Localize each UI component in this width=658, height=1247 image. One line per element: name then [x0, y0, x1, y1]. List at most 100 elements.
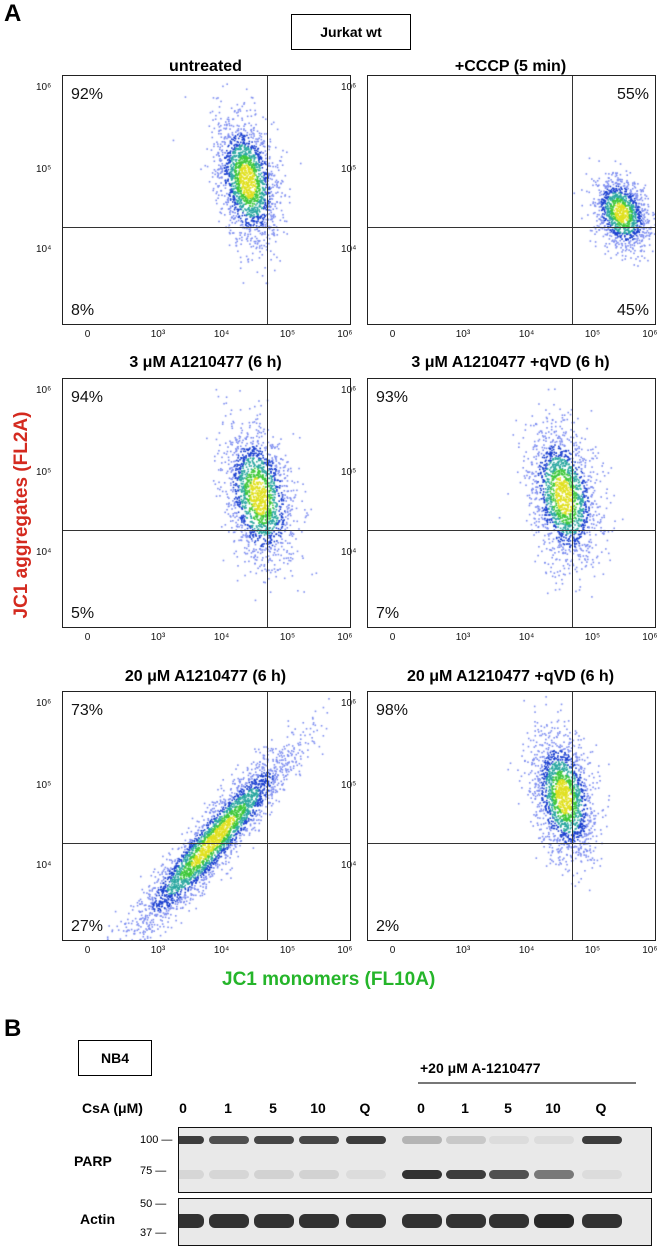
plot-title: 20 μM A1210477 (6 h)	[124, 668, 287, 685]
lane-label: 10	[310, 1100, 326, 1116]
blot-band	[254, 1170, 294, 1179]
flow-plot-3: 94% 5%	[62, 378, 351, 628]
blot-band	[534, 1214, 574, 1228]
x-tick-label: 10⁶	[642, 329, 658, 340]
quadrant-line-vertical	[266, 379, 268, 627]
lower-quadrant-percent: 7%	[376, 605, 400, 622]
quadrant-line-vertical	[266, 692, 268, 940]
x-tick-label: 10³	[150, 329, 166, 340]
x-tick-label: 10⁴	[213, 329, 230, 340]
flow-plot-4: 93% 7%	[367, 378, 656, 628]
mw-marker: 100 —	[140, 1134, 173, 1146]
flow-plot-1: 92% 8%	[62, 75, 351, 325]
y-tick-label: 10⁵	[36, 780, 52, 792]
quadrant-line-horizontal	[368, 227, 655, 229]
y-tick-label: 10⁶	[341, 698, 357, 710]
nb4-label: NB4	[78, 1040, 152, 1076]
lane-label: 5	[269, 1100, 277, 1116]
lane-label: Q	[595, 1100, 607, 1116]
blot-band	[582, 1136, 622, 1144]
x-tick-label: 10³	[150, 945, 166, 956]
blot-band	[446, 1170, 486, 1179]
mw-marker: 75 —	[140, 1165, 167, 1177]
blot-band	[402, 1214, 442, 1228]
blot-band	[209, 1136, 249, 1144]
y-tick-label: 10⁶	[36, 82, 52, 94]
x-tick-label: 10⁵	[584, 632, 601, 643]
blot-band	[582, 1170, 622, 1179]
blot-band	[254, 1214, 294, 1228]
lower-quadrant-percent: 8%	[71, 302, 95, 319]
y-tick-label: 10⁵	[341, 780, 357, 792]
x-tick-label: 0	[84, 329, 91, 340]
x-axis-title: JC1 monomers (FL10A)	[222, 969, 436, 990]
jurkat-label: Jurkat wt	[291, 14, 411, 50]
quadrant-line-horizontal	[63, 227, 350, 229]
blot-band	[489, 1170, 529, 1179]
plot-title: 20 μM A1210477 +qVD (6 h)	[406, 668, 615, 685]
y-tick-label: 10⁵	[36, 467, 52, 479]
x-tick-label: 10⁵	[584, 945, 601, 956]
plot-title: +CCCP (5 min)	[454, 58, 567, 75]
scatter-cloud	[63, 76, 350, 324]
y-tick-label: 10⁶	[341, 385, 357, 397]
scatter-cloud	[368, 379, 655, 627]
y-axis-title: JC1 aggregates (FL2A)	[11, 411, 32, 619]
y-tick-label: 10⁶	[36, 385, 52, 397]
upper-quadrant-percent: 73%	[71, 702, 104, 719]
x-tick-label: 10⁴	[213, 945, 230, 956]
blot-band	[346, 1170, 386, 1179]
blot-band	[346, 1136, 386, 1144]
plot-title: 3 μM A1210477 (6 h)	[129, 354, 282, 371]
x-tick-label: 10³	[455, 945, 471, 956]
x-tick-label: 10⁶	[642, 945, 658, 956]
blot-band	[346, 1214, 386, 1228]
flow-plot-6: 98% 2%	[367, 691, 656, 941]
x-tick-label: 0	[389, 945, 396, 956]
quadrant-line-horizontal	[63, 530, 350, 532]
blot-band	[582, 1214, 622, 1228]
blot-band	[209, 1214, 249, 1228]
lane-label: 10	[545, 1100, 561, 1116]
actin-blot	[178, 1198, 652, 1246]
plot-title: untreated	[169, 58, 242, 75]
blot-band	[534, 1136, 574, 1144]
y-tick-label: 10⁶	[36, 698, 52, 710]
x-tick-label: 10⁵	[279, 632, 296, 643]
x-tick-label: 10⁵	[279, 329, 296, 340]
lane-label: 0	[417, 1100, 425, 1116]
upper-quadrant-percent: 55%	[616, 86, 649, 103]
upper-quadrant-percent: 93%	[376, 389, 409, 406]
x-tick-label: 0	[84, 632, 91, 643]
x-tick-label: 10⁵	[584, 329, 601, 340]
quadrant-line-vertical	[571, 76, 573, 324]
y-tick-label: 10⁵	[341, 467, 357, 479]
blot-band	[179, 1170, 204, 1179]
y-tick-label: 10⁴	[341, 243, 357, 255]
x-tick-label: 0	[84, 945, 91, 956]
blot-row-label: Actin	[80, 1211, 115, 1227]
x-tick-label: 0	[389, 329, 396, 340]
lane-label: Q	[359, 1100, 371, 1116]
x-tick-label: 10⁶	[642, 632, 658, 643]
blot-band	[254, 1136, 294, 1144]
blot-band	[534, 1170, 574, 1179]
lane-label: 1	[461, 1100, 469, 1116]
x-tick-label: 10⁴	[213, 632, 230, 643]
blot-band	[179, 1136, 204, 1144]
mw-marker: 50 —	[140, 1198, 167, 1210]
lane-label: 0	[179, 1100, 187, 1116]
upper-quadrant-percent: 94%	[71, 389, 104, 406]
scatter-cloud	[368, 76, 655, 324]
blot-band	[402, 1170, 442, 1179]
x-tick-label: 0	[389, 632, 396, 643]
quadrant-line-horizontal	[63, 843, 350, 845]
quadrant-line-vertical	[571, 692, 573, 940]
x-tick-label: 10⁶	[337, 945, 353, 956]
y-tick-label: 10⁴	[36, 859, 52, 871]
y-tick-label: 10⁵	[341, 164, 357, 176]
blot-band	[209, 1170, 249, 1179]
x-tick-label: 10⁴	[518, 329, 535, 340]
blot-band	[489, 1214, 529, 1228]
lower-quadrant-percent: 2%	[376, 918, 400, 935]
